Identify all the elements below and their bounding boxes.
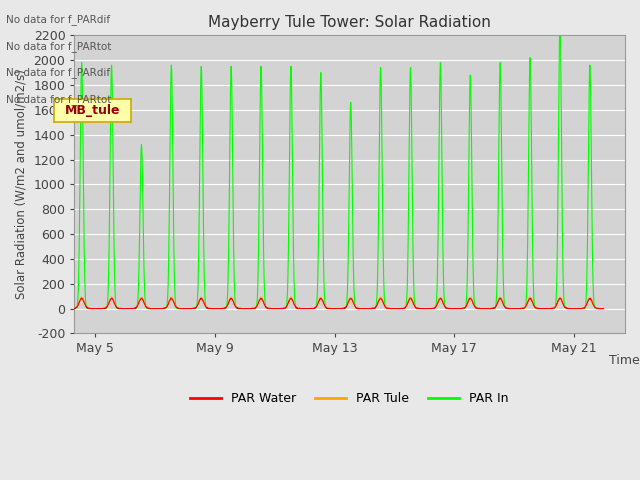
Text: No data for f_PARdif: No data for f_PARdif [6,67,111,78]
Y-axis label: Solar Radiation (W/m2 and umol/m2/s): Solar Radiation (W/m2 and umol/m2/s) [15,70,28,300]
Text: No data for f_PARtot: No data for f_PARtot [6,41,112,52]
Text: MB_tule: MB_tule [65,104,120,118]
X-axis label: Time: Time [609,354,640,367]
Text: No data for f_PARtot: No data for f_PARtot [6,94,112,105]
Title: Mayberry Tule Tower: Solar Radiation: Mayberry Tule Tower: Solar Radiation [208,15,491,30]
Legend: PAR Water, PAR Tule, PAR In: PAR Water, PAR Tule, PAR In [185,387,514,410]
Text: No data for f_PARdif: No data for f_PARdif [6,14,111,25]
